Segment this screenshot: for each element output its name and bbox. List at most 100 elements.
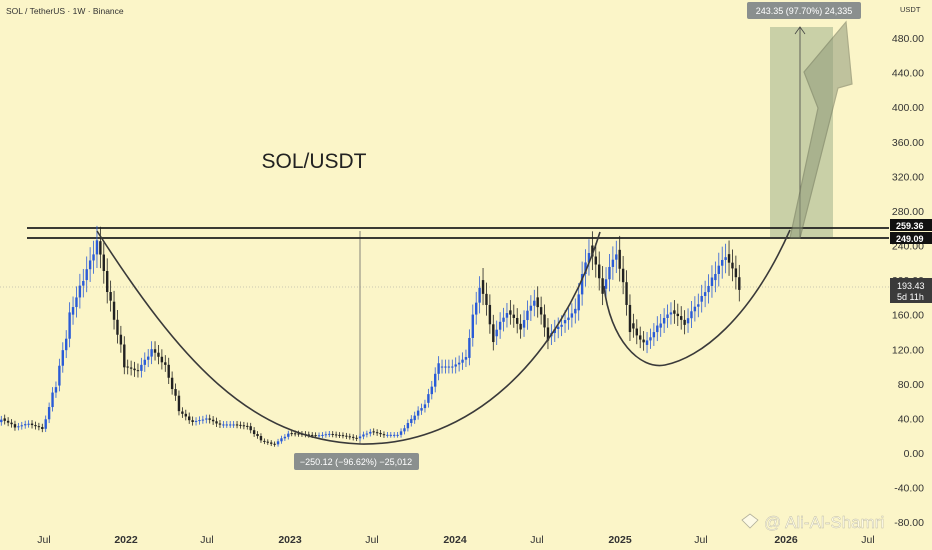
candle-body <box>283 436 287 439</box>
candle-body <box>615 254 618 260</box>
y-tick-label: 0.00 <box>904 448 925 460</box>
candle-body <box>447 366 451 368</box>
candle-body <box>143 359 146 365</box>
candle-body <box>20 425 23 427</box>
candle-body <box>598 264 601 279</box>
candle-body <box>642 339 645 343</box>
candle-body <box>420 408 423 411</box>
candle-body <box>567 317 570 321</box>
candle-body <box>464 357 468 360</box>
current-price-value: 193.43 <box>897 281 925 291</box>
candle-body <box>471 314 474 338</box>
candle-body <box>680 316 683 320</box>
candle-body <box>280 438 283 442</box>
candle-body <box>403 428 406 432</box>
candle-body <box>697 304 700 307</box>
candle-body <box>393 434 396 436</box>
candle-body <box>375 432 379 434</box>
y-tick-label: 400.00 <box>892 102 924 114</box>
candle-body <box>563 320 567 324</box>
candle-body <box>201 419 205 421</box>
x-tick-label: Jul <box>694 534 707 546</box>
candle-body <box>427 394 430 403</box>
x-tick-label: 2024 <box>443 534 467 546</box>
candle-body <box>188 416 191 421</box>
candle-body <box>328 433 331 435</box>
candle-body <box>311 434 314 436</box>
y-tick-label: 440.00 <box>892 68 924 80</box>
candle-body <box>639 335 642 340</box>
candle-body <box>727 254 731 263</box>
candle-body <box>686 318 690 324</box>
candle-body <box>13 424 17 428</box>
candle-body <box>635 328 638 336</box>
x-tick-label: Jul <box>200 534 213 546</box>
symbol-header: SOL / TetherUS · 1W · Binance <box>6 6 124 16</box>
candle-body <box>331 433 334 435</box>
measure-bottom-box <box>294 453 419 470</box>
y-tick-label: 480.00 <box>892 33 924 45</box>
candle-body <box>488 304 492 325</box>
breakout-arrow <box>789 20 853 239</box>
candle-body <box>574 308 577 314</box>
candle-body <box>604 279 608 289</box>
candle-body <box>297 433 300 435</box>
candle-body <box>362 434 365 437</box>
candle-body <box>41 427 44 430</box>
candle-body <box>164 362 167 365</box>
candle-body <box>560 324 563 327</box>
candle-body <box>276 441 280 445</box>
candle-body <box>440 366 444 368</box>
candle-body <box>379 432 382 435</box>
candle-body <box>437 363 440 374</box>
candle-body <box>693 306 697 312</box>
candle-body <box>112 301 116 320</box>
candle-body <box>731 262 734 269</box>
candle-body <box>37 426 41 428</box>
candle-body <box>413 415 416 421</box>
measure-top-label: 243.35 (97.70%) 24,335 <box>756 6 853 16</box>
resistance-high-tag <box>890 219 932 231</box>
candle-body <box>502 317 505 322</box>
candle-body <box>290 433 293 435</box>
candle-body <box>580 274 584 295</box>
candle-body <box>293 433 297 435</box>
candle-body <box>430 386 433 395</box>
candle-body <box>259 436 263 441</box>
watermark-logo-icon <box>741 513 759 529</box>
candle-body <box>58 365 61 386</box>
candle-body <box>61 350 64 366</box>
candle-body <box>382 434 386 436</box>
candle-body <box>252 430 256 435</box>
candle-body <box>352 436 355 438</box>
candle-body <box>341 435 345 437</box>
candle-body <box>406 422 410 429</box>
y-tick-label: -40.00 <box>894 483 924 495</box>
resistance-high-value: 259.36 <box>896 221 924 231</box>
candle-body <box>683 319 686 325</box>
candle-body <box>457 362 461 365</box>
candle-body <box>386 434 389 436</box>
measure-top-box <box>747 2 861 19</box>
candle-body <box>239 424 242 426</box>
y-tick-label: -80.00 <box>894 517 924 529</box>
candle-body <box>673 310 676 314</box>
candle-body <box>372 431 375 433</box>
candle-body <box>608 266 611 280</box>
candle-body <box>724 257 727 260</box>
candle-body <box>451 366 454 368</box>
candle-body <box>649 337 652 341</box>
candles <box>0 225 741 447</box>
candle-body <box>266 441 269 443</box>
countdown-value: 5d 11h <box>897 292 924 302</box>
candle-body <box>102 254 105 272</box>
candle-body <box>358 436 362 439</box>
candle-body <box>205 418 208 420</box>
y-tick-label: 320.00 <box>892 171 924 183</box>
x-tick-label: 2022 <box>114 534 138 546</box>
candle-body <box>444 366 447 368</box>
x-axis[interactable]: Jul 2022 Jul 2023 Jul 2024 Jul 2025 Jul 2026 Jul <box>37 534 874 546</box>
chart-title: SOL/USDT <box>261 150 366 173</box>
